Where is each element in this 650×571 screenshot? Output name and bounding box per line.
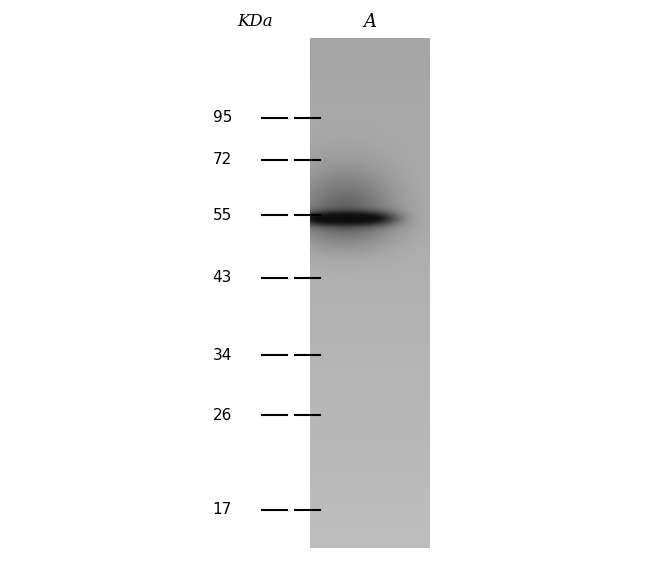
Text: KDa: KDa	[237, 14, 273, 30]
Text: 95: 95	[213, 111, 232, 126]
Text: 17: 17	[213, 502, 232, 517]
Text: 55: 55	[213, 207, 232, 223]
Text: 26: 26	[213, 408, 232, 423]
Text: 72: 72	[213, 152, 232, 167]
Text: 43: 43	[213, 271, 232, 286]
Text: A: A	[363, 13, 376, 31]
Text: 34: 34	[213, 348, 232, 363]
